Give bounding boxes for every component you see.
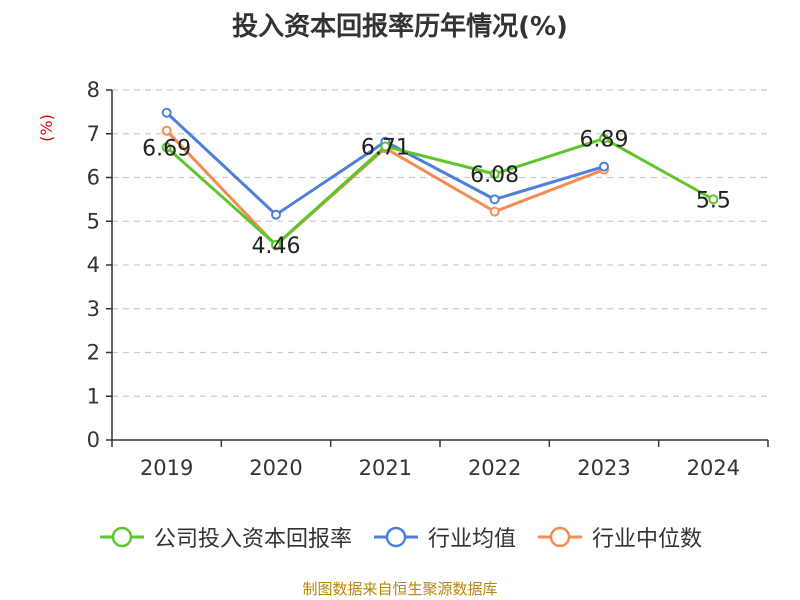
x-tick-label: 2021 (359, 456, 412, 480)
series-line (165, 137, 715, 247)
data-point (161, 125, 172, 136)
y-tick-label: 6 (87, 166, 100, 190)
y-tick-label: 3 (87, 297, 100, 321)
x-tick-label: 2022 (468, 456, 521, 480)
legend-label: 行业均值 (427, 527, 516, 552)
y-tick-label: 7 (87, 122, 100, 146)
legend-label: 公司投入资本回报率 (153, 527, 352, 552)
chart-title: 投入资本回报率历年情况(%) (232, 12, 568, 42)
legend: 公司投入资本回报率 行业均值 行业中位数 (0, 520, 800, 554)
x-tick-label: 2024 (687, 456, 740, 480)
y-axis-label: (%) (37, 114, 56, 142)
data-point (708, 194, 719, 205)
y-tick-label: 5 (87, 209, 100, 233)
data-point (161, 107, 172, 118)
data-point (489, 194, 500, 205)
legend-swatch-marker (385, 526, 407, 548)
y-tick-label: 8 (87, 78, 100, 102)
y-tick-label: 0 (87, 428, 100, 452)
data-label: 6.08 (470, 163, 519, 188)
legend-swatch-icon (538, 526, 582, 548)
data-label-layer: 6.69 4.46 6.71 6.08 6.89 5.5 (142, 128, 731, 259)
data-point (489, 169, 500, 179)
data-label: 6.69 (142, 136, 191, 161)
source-note: 制图数据来自恒生聚源数据库 (302, 580, 498, 598)
x-tick-label: 2019 (140, 456, 193, 480)
data-label: 6.89 (580, 128, 629, 153)
data-label: 5.5 (696, 188, 731, 213)
x-tick-label: 2020 (249, 456, 302, 480)
x-tick-label: 2023 (577, 456, 630, 480)
data-point (599, 161, 609, 172)
axis-layer: 0 1 2 3 4 5 6 7 8 2019 2020 2021 2022 2023 2024 (%) (37, 78, 769, 480)
legend-item: 公司投入资本回报率 (98, 521, 352, 553)
y-tick-label: 1 (87, 384, 100, 408)
data-point (489, 206, 500, 217)
data-point (161, 142, 172, 153)
data-point (380, 141, 391, 152)
legend-item: 行业均值 (372, 521, 516, 553)
y-tick-label: 4 (87, 253, 100, 277)
data-label: 6.71 (361, 135, 410, 160)
legend-label: 行业中位数 (592, 527, 703, 552)
legend-swatch-marker (111, 526, 133, 548)
legend-item: 行业中位数 (536, 521, 702, 553)
y-tick-label: 2 (87, 341, 100, 365)
data-point (271, 239, 281, 250)
legend-swatch-icon (99, 526, 144, 548)
grid-layer (112, 89, 768, 397)
legend-swatch-icon (373, 526, 418, 548)
data-point (599, 133, 609, 144)
data-label: 4.46 (252, 234, 301, 259)
legend-swatch-marker (549, 526, 571, 548)
data-point (271, 209, 281, 220)
series-layer (161, 107, 719, 251)
